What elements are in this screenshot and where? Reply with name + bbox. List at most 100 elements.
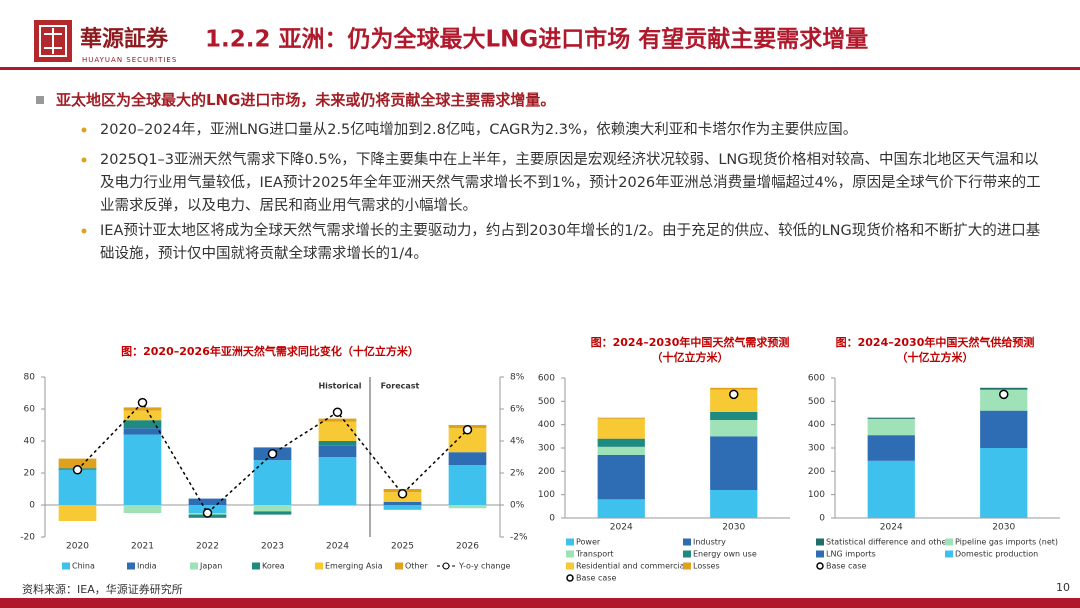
- y-tick-label: 400: [808, 420, 825, 430]
- bar-segment: [597, 455, 645, 500]
- legend-swatch: [315, 562, 323, 570]
- bar-segment: [123, 420, 162, 429]
- base-case-marker: [729, 389, 739, 400]
- legend-label: Losses: [693, 562, 720, 571]
- yoy-point: [332, 407, 343, 417]
- y-tick-label: 0: [819, 514, 825, 524]
- legend-label: Statistical difference and other: [826, 538, 950, 547]
- x-tick-label: 2024: [880, 523, 903, 533]
- y-tick-label: 100: [538, 490, 555, 500]
- logo-mark-inner: [39, 25, 67, 57]
- chart-subtitle: （十亿立方米）: [897, 350, 974, 364]
- x-tick-label: 2024: [610, 523, 633, 533]
- logo-subtext: HUAYUAN SECURITIES: [82, 56, 177, 64]
- legend-label: Industry: [693, 538, 726, 547]
- y-tick-label: 500: [538, 397, 555, 407]
- x-tick-label: 2025: [391, 542, 414, 552]
- header-rule: [0, 67, 1080, 70]
- legend-swatch: [62, 562, 70, 570]
- legend-swatch: [566, 538, 574, 546]
- legend-swatch: [252, 562, 260, 570]
- legend-label: Transport: [575, 550, 614, 559]
- y-tick-label: 20: [24, 469, 36, 479]
- legend-label: Other: [405, 562, 428, 571]
- y-tick-label: 60: [24, 405, 36, 415]
- legend-label: Base case: [576, 574, 616, 583]
- bar-segment: [710, 411, 758, 420]
- chart-title: 图：2024–2030年中国天然气需求预测: [591, 335, 790, 349]
- bar-segment: [597, 418, 645, 439]
- bar-segment: [58, 458, 97, 469]
- bar-segment: [123, 434, 162, 505]
- bar-segment: [188, 498, 227, 505]
- legend-swatch: [566, 550, 574, 558]
- legend-swatch: [566, 574, 574, 582]
- y-tick-label: 600: [538, 374, 555, 384]
- y2-tick-label: 8%: [510, 373, 525, 383]
- legend-swatch: [566, 562, 574, 570]
- bar-segment: [867, 460, 915, 518]
- bar-segment: [318, 421, 357, 441]
- bar-segment: [58, 505, 97, 521]
- y2-tick-label: 0%: [510, 501, 525, 511]
- x-tick-label: 2026: [456, 542, 479, 552]
- legend-swatch: [683, 538, 691, 546]
- bullet-square: [36, 96, 44, 104]
- legend-label: Emerging Asia: [325, 562, 383, 571]
- legend-swatch: [816, 562, 824, 570]
- y-tick-label: -20: [20, 533, 35, 543]
- x-tick-label: 2022: [196, 542, 219, 552]
- y2-tick-label: 2%: [510, 469, 525, 479]
- yoy-point: [137, 397, 148, 408]
- y-tick-label: 80: [24, 373, 36, 383]
- bullet-dot: [81, 127, 87, 133]
- bar-segment: [597, 446, 645, 455]
- bar-segment: [58, 469, 97, 505]
- legend-label: India: [137, 562, 157, 571]
- y-tick-label: 0: [549, 514, 555, 524]
- annotation: Forecast: [381, 382, 420, 391]
- bar-segment: [867, 418, 915, 436]
- x-tick-label: 2030: [722, 523, 745, 533]
- bar-segment: [710, 420, 758, 437]
- y2-tick-label: 6%: [510, 405, 525, 415]
- logo-text: 華源証券: [80, 26, 169, 52]
- legend-label: Residential and commercial: [576, 562, 687, 571]
- legend-swatch: [816, 538, 824, 546]
- y-tick-label: 600: [808, 374, 825, 384]
- bar-segment: [448, 452, 487, 465]
- y-tick-label: 200: [808, 467, 825, 477]
- bar-segment: [383, 505, 422, 510]
- bar-segment: [597, 417, 645, 419]
- bullet-dot: [81, 157, 87, 163]
- bar-segment: [980, 410, 1028, 448]
- legend-swatch: [945, 550, 953, 558]
- slide-title: 1.2.2 亚洲：仍为全球最大LNG进口市场 有望贡献主要需求增量: [205, 26, 868, 53]
- bar-segment: [597, 499, 645, 518]
- yoy-point: [72, 465, 83, 475]
- legend-label: Energy own use: [693, 550, 757, 559]
- legend-label: Japan: [199, 562, 222, 571]
- bar-segment: [597, 438, 645, 447]
- legend-label: Base case: [826, 562, 866, 571]
- x-tick-label: 2023: [261, 542, 284, 552]
- legend-label: LNG imports: [826, 550, 876, 559]
- bullet-item: 2020–2024年，亚洲LNG进口量从2.5亿吨增加到2.8亿吨，CAGR为2…: [100, 122, 858, 138]
- chart-title: 图：2024–2030年中国天然气供给预测: [836, 335, 1035, 349]
- yoy-point: [202, 508, 213, 518]
- bar-segment: [318, 445, 357, 457]
- bar-segment: [980, 387, 1028, 390]
- legend-label: China: [72, 562, 95, 571]
- bar-segment: [123, 407, 162, 411]
- legend-label: Pipeline gas imports (net): [955, 538, 1058, 547]
- y-tick-label: 100: [808, 490, 825, 500]
- y2-tick-label: -2%: [510, 533, 528, 543]
- legend-label: Korea: [262, 562, 285, 571]
- x-tick-label: 2021: [131, 542, 154, 552]
- yoy-point: [397, 489, 408, 499]
- bar-segment: [123, 410, 162, 421]
- legend-swatch: [945, 538, 953, 546]
- bar-segment: [253, 511, 292, 515]
- bar-segment: [253, 460, 292, 505]
- legend-swatch: [683, 550, 691, 558]
